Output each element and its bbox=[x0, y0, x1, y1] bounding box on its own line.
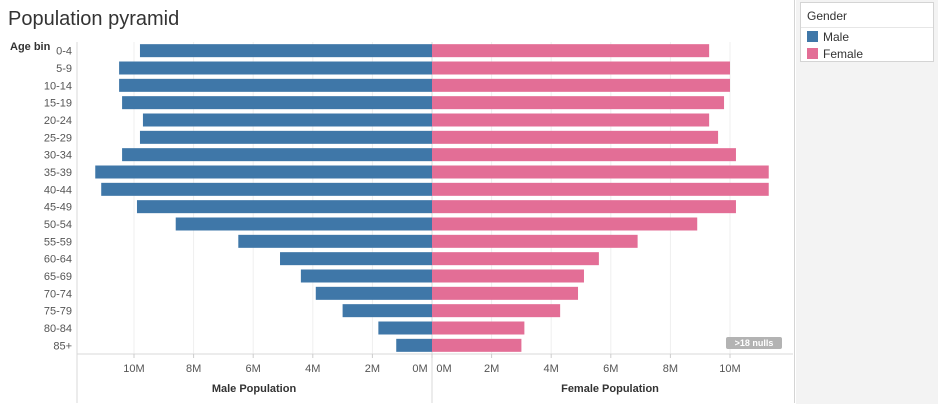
age-bin-label: 5-9 bbox=[56, 63, 72, 75]
female-tick-label: 6M bbox=[603, 363, 618, 375]
age-bin-label: 30-34 bbox=[44, 150, 72, 162]
age-bin-label: 55-59 bbox=[44, 236, 72, 248]
age-bin-label: 45-49 bbox=[44, 202, 72, 214]
female-bar bbox=[432, 338, 522, 352]
male-bar bbox=[101, 182, 432, 196]
nulls-badge[interactable]: >18 nulls bbox=[726, 337, 782, 349]
male-bar bbox=[122, 96, 432, 110]
female-bar bbox=[432, 234, 638, 248]
legend-label-female: Female bbox=[823, 46, 864, 61]
age-bin-label: 75-79 bbox=[44, 306, 72, 318]
male-bar bbox=[238, 234, 432, 248]
right-panel-background bbox=[796, 0, 938, 404]
age-bin-label: 20-24 bbox=[44, 115, 72, 127]
male-swatch bbox=[807, 31, 818, 42]
legend-item-male[interactable]: Male bbox=[801, 28, 933, 45]
female-bar bbox=[432, 130, 719, 144]
male-tick-label: 0M bbox=[412, 363, 427, 375]
legend-title: Gender bbox=[801, 3, 933, 28]
age-bin-label: 15-19 bbox=[44, 98, 72, 110]
female-bar bbox=[432, 182, 769, 196]
female-tick-label: 2M bbox=[484, 363, 499, 375]
male-bar bbox=[119, 78, 432, 92]
female-bar bbox=[432, 113, 710, 127]
female-bar bbox=[432, 252, 599, 266]
population-pyramid-chart: 0-4 5-9 10-14 15-19 20-24 25-29 30-34 35-39 40-4… bbox=[44, 42, 793, 403]
row-axis-title: Age bin bbox=[10, 41, 51, 53]
female-bar bbox=[432, 200, 736, 214]
age-bin-label: 80-84 bbox=[44, 323, 72, 335]
female-bar bbox=[432, 61, 730, 75]
male-tick-label: 4M bbox=[305, 363, 320, 375]
female-bar bbox=[432, 96, 725, 110]
female-axis-title: Female Population bbox=[561, 383, 659, 395]
male-axis-title: Male Population bbox=[212, 383, 297, 395]
female-tick-label: 8M bbox=[663, 363, 678, 375]
female-tick-label: 0M bbox=[436, 363, 451, 375]
male-bar bbox=[175, 217, 432, 231]
female-bar bbox=[432, 44, 710, 58]
female-bar bbox=[432, 286, 579, 300]
male-bar bbox=[122, 148, 432, 162]
legend-label-male: Male bbox=[823, 29, 850, 44]
legend: Gender Male Female bbox=[800, 2, 934, 62]
male-bar bbox=[136, 200, 433, 214]
age-bin-label: 65-69 bbox=[44, 271, 72, 283]
age-bin-label: 60-64 bbox=[44, 254, 72, 266]
female-bar bbox=[432, 78, 730, 92]
female-bar bbox=[432, 148, 736, 162]
legend-item-female[interactable]: Female bbox=[801, 45, 933, 62]
female-bar bbox=[432, 321, 525, 335]
male-bar bbox=[315, 286, 432, 300]
male-bar bbox=[300, 269, 432, 283]
male-bar bbox=[119, 61, 432, 75]
female-bar bbox=[432, 304, 561, 318]
male-bar bbox=[342, 304, 432, 318]
male-bar bbox=[139, 44, 432, 58]
chart-frame: Population pyramid Age bin bbox=[8, 0, 795, 403]
male-bar bbox=[378, 321, 432, 335]
female-bar bbox=[432, 269, 584, 283]
male-tick-label: 10M bbox=[123, 363, 144, 375]
male-tick-label: 2M bbox=[365, 363, 380, 375]
female-tick-label: 10M bbox=[719, 363, 740, 375]
age-bin-label: 85+ bbox=[53, 340, 72, 352]
female-swatch bbox=[807, 48, 818, 59]
male-bar bbox=[280, 252, 432, 266]
female-tick-label: 4M bbox=[544, 363, 559, 375]
age-bin-label: 10-14 bbox=[44, 80, 72, 92]
female-bar bbox=[432, 165, 769, 179]
age-bin-label: 25-29 bbox=[44, 132, 72, 144]
male-bar bbox=[142, 113, 432, 127]
male-bar bbox=[139, 130, 432, 144]
male-bar bbox=[396, 338, 432, 352]
male-tick-label: 8M bbox=[186, 363, 201, 375]
male-tick-label: 6M bbox=[246, 363, 261, 375]
age-bin-label: 50-54 bbox=[44, 219, 72, 231]
page-title: Population pyramid bbox=[8, 8, 180, 30]
male-bar bbox=[95, 165, 432, 179]
age-bin-label: 0-4 bbox=[56, 46, 72, 58]
age-bin-label: 70-74 bbox=[44, 288, 72, 300]
age-bin-label: 40-44 bbox=[44, 184, 72, 196]
age-bin-label: 35-39 bbox=[44, 167, 72, 179]
female-bar bbox=[432, 217, 698, 231]
